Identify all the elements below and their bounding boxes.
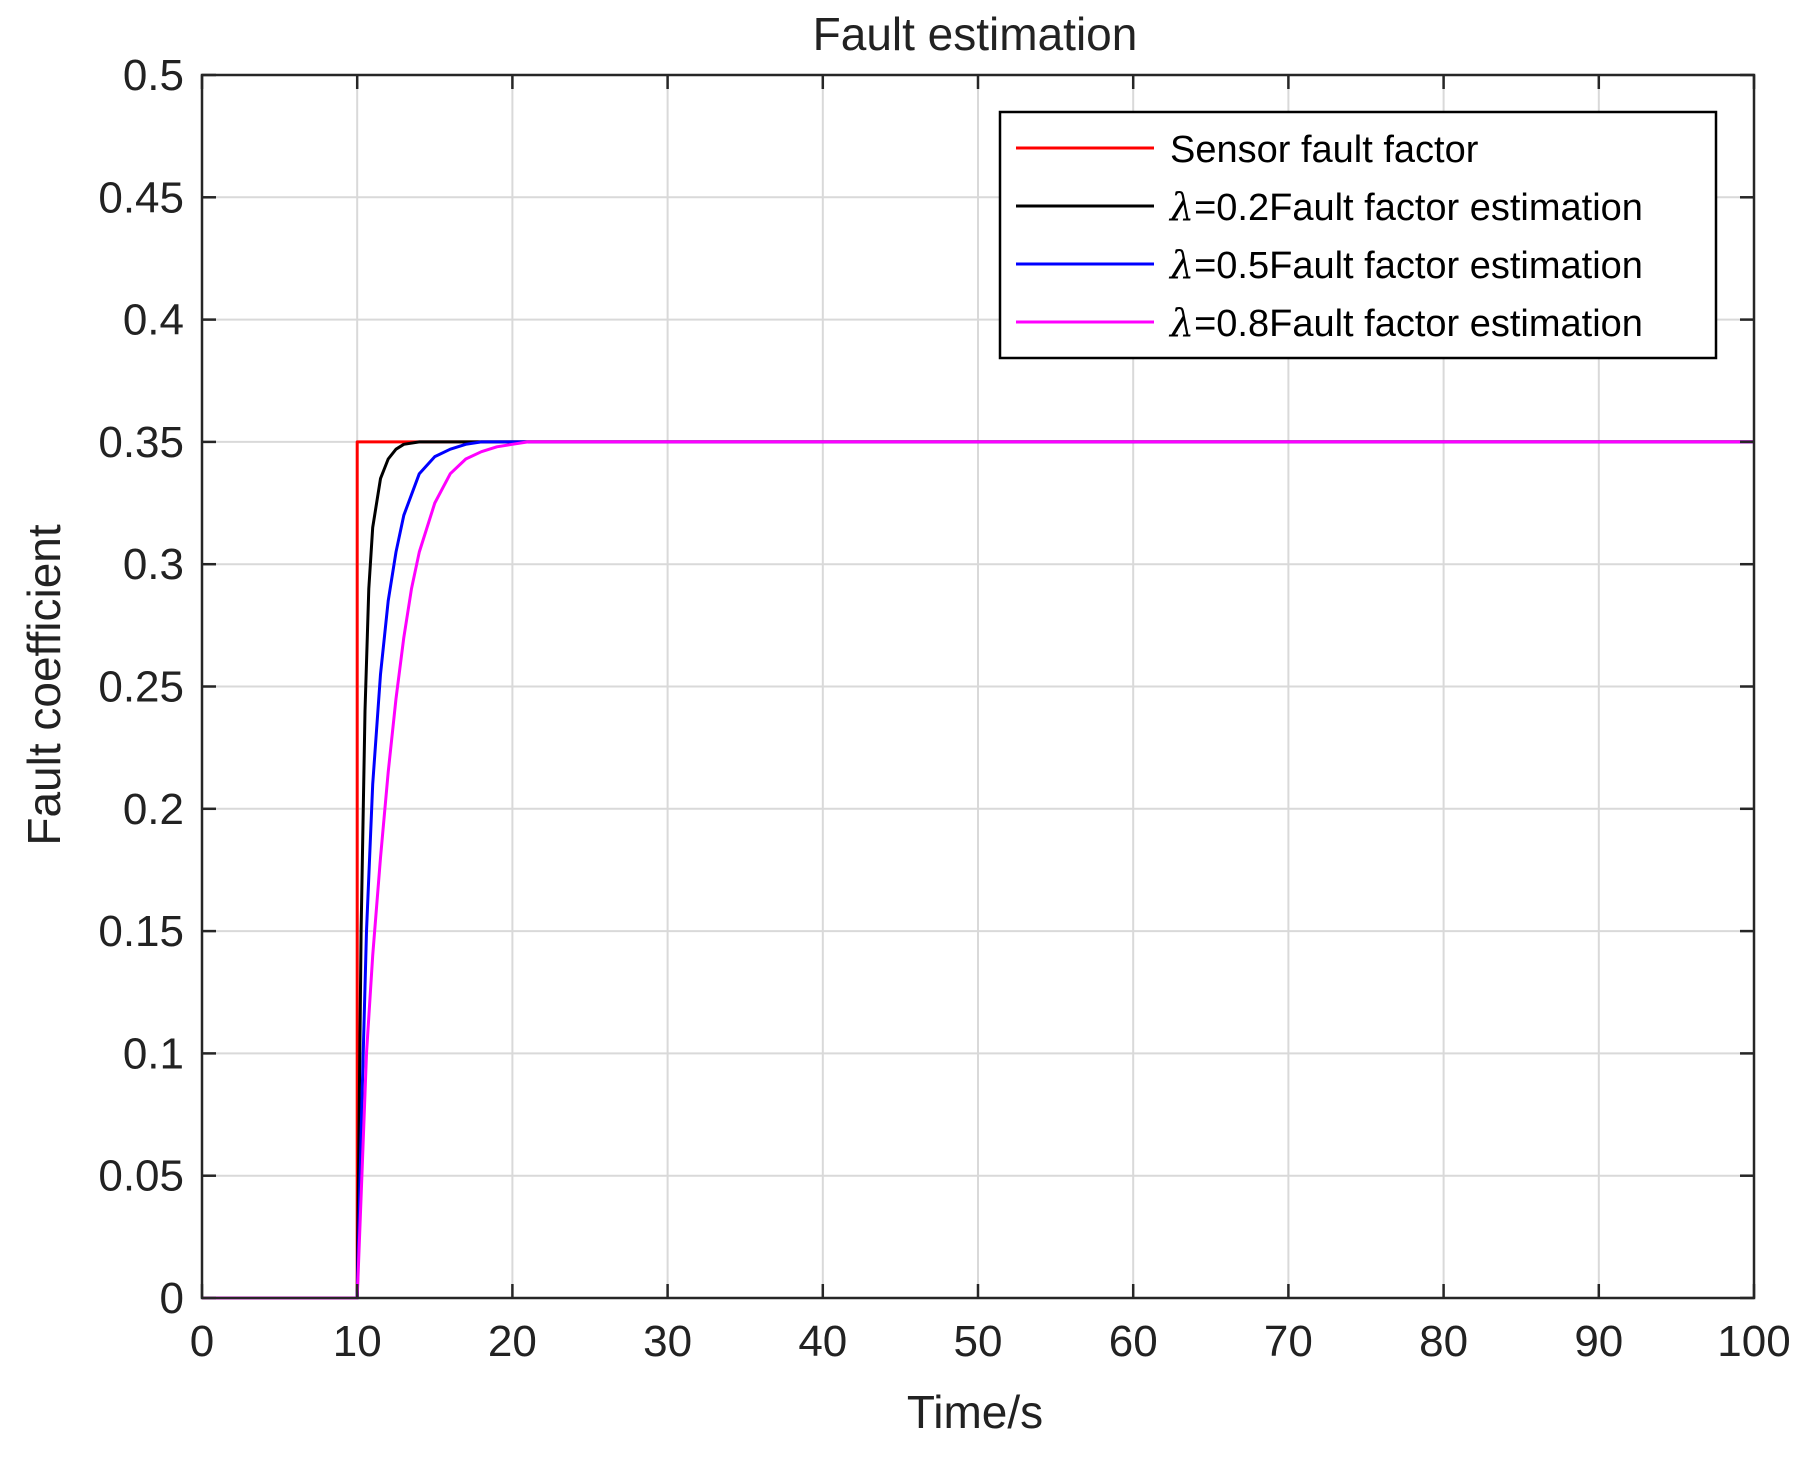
y-tick-label: 0.1 — [123, 1029, 184, 1078]
x-tick-label: 20 — [488, 1317, 537, 1366]
x-tick-label: 80 — [1419, 1317, 1468, 1366]
y-tick-label: 0 — [160, 1274, 184, 1323]
x-tick-label: 70 — [1264, 1317, 1313, 1366]
legend-label-2: λ=0.5Fault factor estimation — [1168, 243, 1643, 287]
y-tick-label: 0.25 — [98, 663, 184, 712]
y-tick-label: 0.45 — [98, 173, 184, 222]
x-tick-label: 40 — [798, 1317, 847, 1366]
series-line-2 — [202, 440, 1754, 1300]
y-tick-label: 0.4 — [123, 296, 184, 345]
legend-label-text: =0.5Fault factor estimation — [1194, 245, 1643, 287]
x-axis-label: Time/s — [907, 1386, 1043, 1438]
legend-label-0: Sensor fault factor — [1170, 129, 1479, 171]
chart-title: Fault estimation — [813, 8, 1138, 60]
y-tick-label: 0.2 — [123, 785, 184, 834]
x-tick-label: 60 — [1109, 1317, 1158, 1366]
legend-label-text: Sensor fault factor — [1170, 129, 1479, 171]
legend-label-1: λ=0.2Fault factor estimation — [1168, 185, 1643, 229]
series-line-1 — [202, 440, 1754, 1300]
legend-label-text: =0.8Fault factor estimation — [1194, 303, 1643, 345]
lambda-symbol: λ — [1168, 301, 1194, 345]
x-tick-label: 100 — [1717, 1317, 1790, 1366]
legend-label-text: =0.2Fault factor estimation — [1194, 187, 1643, 229]
y-tick-label: 0.05 — [98, 1152, 184, 1201]
series-line-3 — [202, 440, 1754, 1300]
axis-ticks — [200, 73, 1756, 1300]
x-tick-label: 10 — [333, 1317, 382, 1366]
lambda-symbol: λ — [1168, 185, 1194, 229]
lambda-symbol: λ — [1168, 243, 1194, 287]
x-tick-label: 0 — [190, 1317, 214, 1366]
y-tick-labels: 0 0.05 0.1 0.15 0.2 0.25 0.3 0.35 0.4 0.45 0.5 — [98, 51, 184, 1323]
x-tick-label: 90 — [1574, 1317, 1623, 1366]
legend-box — [998, 110, 1718, 360]
y-axis-label: Fault coefficient — [18, 524, 70, 846]
x-tick-label: 50 — [954, 1317, 1003, 1366]
y-tick-label: 0.35 — [98, 418, 184, 467]
y-tick-label: 0.5 — [123, 51, 184, 100]
y-tick-label: 0.3 — [123, 540, 184, 589]
x-tick-label: 30 — [643, 1317, 692, 1366]
y-tick-label: 0.15 — [98, 907, 184, 956]
legend-label-3: λ=0.8Fault factor estimation — [1168, 301, 1643, 345]
x-tick-labels: 0 10 20 30 40 50 60 70 80 90 100 — [190, 1317, 1791, 1366]
